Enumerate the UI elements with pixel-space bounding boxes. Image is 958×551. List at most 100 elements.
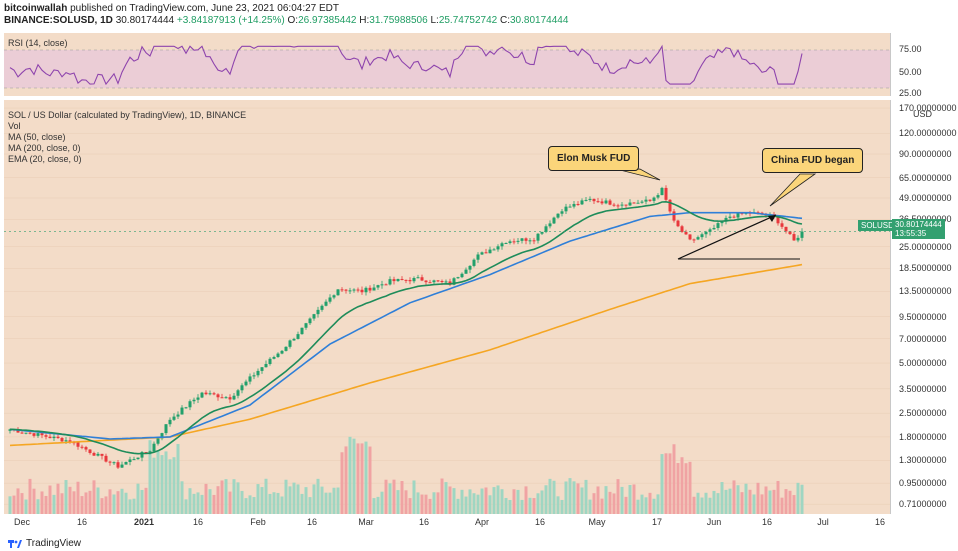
candle-body <box>96 453 100 456</box>
candle-body <box>568 206 572 208</box>
volume-bar <box>20 493 24 514</box>
candle-body <box>172 416 176 420</box>
volume-bar <box>512 489 516 514</box>
volume-bar <box>588 499 592 514</box>
candle-body <box>616 205 620 207</box>
volume-bar <box>360 443 364 514</box>
volume-bar <box>136 483 140 514</box>
candle-body <box>304 323 308 328</box>
candle-body <box>132 459 136 461</box>
candle-body <box>168 419 172 425</box>
open-value: 26.97385442 <box>298 15 357 26</box>
price-pane[interactable] <box>4 100 890 514</box>
time-tick: Jul <box>817 517 829 527</box>
candle-body <box>256 370 260 376</box>
candle-body <box>416 277 420 279</box>
price-tick: 65.00000000 <box>899 172 952 183</box>
candle-body <box>196 397 200 400</box>
volume-bar <box>252 497 256 514</box>
volume-bar <box>116 491 120 514</box>
candle-body <box>324 301 328 306</box>
volume-bar <box>28 478 32 514</box>
candle-body <box>460 273 464 278</box>
candle-body <box>564 206 568 212</box>
volume-bar <box>468 489 472 514</box>
candle-body <box>560 211 564 214</box>
footer-brand-label: TradingView <box>26 538 82 549</box>
candle-body <box>544 226 548 232</box>
volume-bar <box>744 483 748 514</box>
volume-bar <box>740 492 744 514</box>
candle-body <box>404 279 408 281</box>
elon-callout: Elon Musk FUD <box>548 146 640 171</box>
candle-body <box>244 381 248 386</box>
indicator-ema20[interactable]: EMA (20, close, 0) <box>8 154 82 164</box>
volume-bar <box>264 478 268 514</box>
volume-bar <box>388 483 392 514</box>
candle-body <box>676 220 680 227</box>
time-tick: 16 <box>76 517 88 527</box>
candle-body <box>468 265 472 270</box>
indicator-ma50[interactable]: MA (50, close) <box>8 132 66 142</box>
volume-bar <box>460 489 464 514</box>
volume-bar <box>24 499 28 514</box>
indicator-ma200[interactable]: MA (200, close, 0) <box>8 143 81 153</box>
volume-bar <box>516 489 520 514</box>
candle-body <box>524 238 528 241</box>
volume-bar <box>724 489 728 514</box>
publish-info: published on TradingView.com, June 23, 2… <box>70 3 340 14</box>
candle-body <box>536 233 540 241</box>
candle-body <box>464 269 468 274</box>
time-axis[interactable]: Dec 16 2021 16 Feb 16 Mar 16 Apr 16 May 17 Jun 16 Jul 1… <box>4 514 890 530</box>
candle-body <box>444 281 448 283</box>
candle-body <box>548 223 552 227</box>
candle-body <box>436 280 440 282</box>
volume-bar <box>68 486 72 514</box>
candle-body <box>632 202 636 204</box>
close-value: 30.80174444 <box>115 15 175 26</box>
candle-body <box>40 433 44 436</box>
volume-bar <box>300 493 304 514</box>
volume-bar <box>776 480 780 514</box>
time-tick: 16 <box>874 517 886 527</box>
author-name: bitcoinwallah <box>4 3 68 14</box>
volume-bar <box>164 451 168 514</box>
volume-bar <box>284 479 288 514</box>
volume-bar <box>640 494 644 514</box>
candle-body <box>128 459 132 462</box>
candle-body <box>392 279 396 282</box>
volume-bar <box>248 495 252 514</box>
countdown: 13:55:35 <box>895 229 927 238</box>
candle-body <box>700 234 704 238</box>
candle-body <box>452 278 456 285</box>
footer-brand[interactable]: TradingView <box>8 538 81 549</box>
candle-body <box>672 211 676 221</box>
candle-body <box>484 252 488 254</box>
volume-bar <box>228 491 232 514</box>
volume-bar <box>548 478 552 514</box>
volume-bar <box>296 484 300 514</box>
volume-bar <box>208 489 212 514</box>
candle-body <box>88 449 92 453</box>
rsi-line <box>9 44 803 86</box>
volume-bar <box>260 487 264 514</box>
candle-body <box>796 237 800 241</box>
volume-bar <box>772 489 776 514</box>
last-price: 30.80174444 <box>895 220 942 229</box>
volume-bar <box>428 498 432 514</box>
rsi-axis[interactable]: 75.00 50.00 25.00 <box>890 33 958 98</box>
volume-bar <box>72 491 76 514</box>
volume-bar <box>412 480 416 514</box>
candle-body <box>688 234 692 240</box>
indicator-vol[interactable]: Vol <box>8 121 21 131</box>
candle-body <box>180 407 184 415</box>
volume-bar <box>684 463 688 514</box>
candle-body <box>344 289 348 291</box>
symbol-tag: SOLUSD <box>858 220 897 231</box>
ma50-line <box>9 211 803 440</box>
candle-body <box>184 407 188 409</box>
volume-bar <box>52 494 56 514</box>
volume-bar <box>56 483 60 514</box>
candle-body <box>300 327 304 335</box>
volume-bar <box>168 459 172 514</box>
